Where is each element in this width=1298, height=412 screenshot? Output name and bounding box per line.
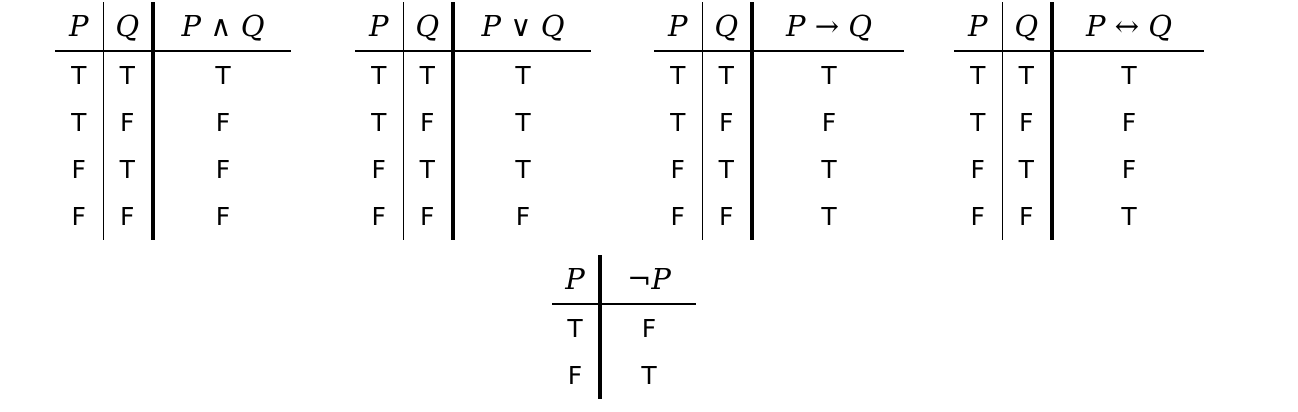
cell-q: F <box>702 99 754 146</box>
table-row: T F T <box>355 99 591 146</box>
cell-result: F <box>215 202 231 231</box>
cell-result: F <box>215 108 231 137</box>
table-row: F F F <box>55 193 291 240</box>
cell-p: T <box>55 51 104 99</box>
cell-result: F <box>1121 108 1137 137</box>
cell-q: T <box>103 146 155 193</box>
truth-table-or-grid: P Q P ∨ Q T T T T F T F T T F <box>355 2 591 240</box>
table-row: F T F <box>954 146 1204 193</box>
cell-p: F <box>355 146 404 193</box>
cell-result: T <box>515 61 531 90</box>
table-row: F T F <box>55 146 291 193</box>
table-row: T T T <box>355 51 591 99</box>
header-q: Q <box>702 2 754 52</box>
cell-result: T <box>215 61 231 90</box>
truth-table-iff-grid: P Q P ↔ Q T T T T F F F T F F <box>954 2 1204 240</box>
truth-table-and-grid: P Q P ∧ Q T T T T F F F T F F <box>55 2 291 240</box>
cell-p: F <box>355 193 404 240</box>
cell-result: T <box>515 155 531 184</box>
table-row: T T T <box>55 51 291 99</box>
header-q: Q <box>103 2 155 52</box>
cell-q: T <box>702 146 754 193</box>
truth-table-or: P Q P ∨ Q T T T T F T F T T F <box>355 2 591 240</box>
truth-table-implies-grid: P Q P → Q T T T T F F F T T F <box>654 2 904 240</box>
cell-q: F <box>103 99 155 146</box>
header-q: Q <box>403 2 455 52</box>
cell-result: F <box>821 108 837 137</box>
cell-p: T <box>954 51 1003 99</box>
truth-table-and: P Q P ∧ Q T T T T F F F T F F <box>55 2 291 240</box>
cell-q: F <box>1002 193 1054 240</box>
truth-table-iff: P Q P ↔ Q T T T T F F F T F F <box>954 2 1204 240</box>
cell-q: T <box>403 51 455 99</box>
cell-q: T <box>103 51 155 99</box>
cell-result: F <box>1121 155 1137 184</box>
cell-p: F <box>654 193 703 240</box>
cell-p: F <box>552 352 602 399</box>
header-row: P Q P ∧ Q <box>55 2 291 52</box>
cell-p: T <box>55 99 104 146</box>
header-result: P ∧ Q <box>153 2 291 52</box>
cell-q: T <box>1002 51 1054 99</box>
header-row: P Q P ↔ Q <box>954 2 1204 52</box>
cell-p: F <box>954 193 1003 240</box>
truth-table-implies: P Q P → Q T T T T F F F T T F <box>654 2 904 240</box>
table-row: F T <box>552 352 696 399</box>
cell-p: T <box>654 51 703 99</box>
cell-p: T <box>355 99 404 146</box>
cell-result: T <box>1121 202 1137 231</box>
header-p: P <box>552 255 602 305</box>
cell-result: F <box>641 314 657 343</box>
header-row: P Q P ∨ Q <box>355 2 591 52</box>
header-result: P ∨ Q <box>453 2 591 52</box>
table-row: T T T <box>954 51 1204 99</box>
table-row: F F F <box>355 193 591 240</box>
header-row: P ¬P <box>552 255 696 305</box>
cell-result: F <box>515 202 531 231</box>
cell-p: T <box>355 51 404 99</box>
header-p: P <box>954 2 1003 52</box>
cell-q: F <box>103 193 155 240</box>
cell-p: F <box>55 146 104 193</box>
header-result: P ↔ Q <box>1052 2 1204 52</box>
cell-p: F <box>55 193 104 240</box>
cell-q: F <box>403 193 455 240</box>
cell-p: T <box>954 99 1003 146</box>
header-row: P Q P → Q <box>654 2 904 52</box>
table-row: T F F <box>654 99 904 146</box>
truth-table-not-grid: P ¬P T F F T <box>552 255 696 399</box>
cell-result: T <box>821 202 837 231</box>
cell-result: T <box>641 361 657 390</box>
table-row: F T T <box>355 146 591 193</box>
table-row: F T T <box>654 146 904 193</box>
table-row: T F F <box>55 99 291 146</box>
table-row: T F F <box>954 99 1204 146</box>
cell-result: T <box>515 108 531 137</box>
cell-q: T <box>702 51 754 99</box>
cell-q: F <box>1002 99 1054 146</box>
cell-q: F <box>403 99 455 146</box>
table-row: T F <box>552 304 696 352</box>
cell-q: F <box>702 193 754 240</box>
cell-result: T <box>821 155 837 184</box>
cell-p: F <box>954 146 1003 193</box>
header-p: P <box>355 2 404 52</box>
header-p: P <box>55 2 104 52</box>
table-row: F F T <box>954 193 1204 240</box>
header-p: P <box>654 2 703 52</box>
cell-result: T <box>1121 61 1137 90</box>
cell-p: T <box>654 99 703 146</box>
cell-p: F <box>654 146 703 193</box>
table-row: F F T <box>654 193 904 240</box>
cell-q: T <box>403 146 455 193</box>
cell-result: F <box>215 155 231 184</box>
header-result: ¬P <box>600 255 696 305</box>
cell-q: T <box>1002 146 1054 193</box>
cell-result: T <box>821 61 837 90</box>
cell-p: T <box>552 304 602 352</box>
truth-table-not: P ¬P T F F T <box>552 255 696 399</box>
table-row: T T T <box>654 51 904 99</box>
header-result: P → Q <box>752 2 904 52</box>
header-q: Q <box>1002 2 1054 52</box>
